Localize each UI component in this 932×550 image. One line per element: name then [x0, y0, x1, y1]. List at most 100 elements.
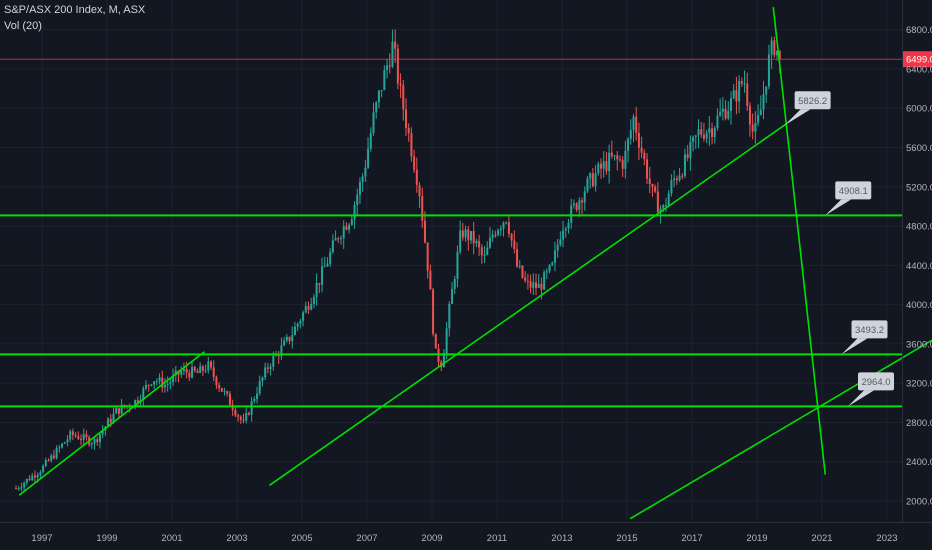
- candle-body: [47, 460, 50, 462]
- candle-body: [212, 367, 215, 377]
- y-tick-label: 2800.0: [906, 418, 932, 429]
- candle-body: [773, 40, 776, 56]
- candle-body: [42, 465, 45, 473]
- candle-body: [551, 262, 554, 266]
- candle-body: [182, 368, 185, 372]
- candle-body: [293, 326, 296, 336]
- candles: [15, 29, 781, 492]
- chart-title: S&P/ASX 200 Index, M, ASX: [4, 4, 146, 16]
- candle-body: [223, 391, 226, 393]
- candle-body: [767, 54, 770, 87]
- callout-label: 4908.1: [839, 186, 868, 197]
- candle-body: [713, 127, 716, 137]
- candle-body: [667, 193, 670, 206]
- trend-line[interactable]: [269, 123, 787, 486]
- candle-body: [670, 180, 673, 194]
- candle-body: [402, 85, 405, 110]
- x-axis[interactable]: 1997 1999 2001 2003 2005 2007 2009 2011 2013 2015…: [0, 522, 932, 545]
- candle-body: [608, 152, 611, 172]
- candle-body: [134, 400, 137, 407]
- candle-body: [635, 116, 638, 134]
- candle-body: [193, 367, 196, 371]
- trend-line[interactable]: [629, 338, 932, 520]
- candle-body: [180, 371, 183, 375]
- candle-body: [69, 431, 72, 440]
- candle-body: [391, 41, 394, 67]
- candle-body: [562, 230, 565, 240]
- x-tick-label: 2017: [681, 533, 702, 544]
- trend-line[interactable]: [18, 351, 205, 496]
- candle-body: [358, 181, 361, 195]
- x-tick-label: 1999: [96, 533, 117, 544]
- candle-body: [491, 234, 494, 238]
- candle-body: [331, 240, 334, 253]
- candle-body: [415, 169, 418, 185]
- candle-body: [480, 247, 483, 256]
- candle-body: [494, 234, 497, 236]
- callout-box[interactable]: [794, 91, 831, 110]
- candle-body: [310, 303, 313, 310]
- candle-body: [269, 366, 272, 369]
- candle-body: [112, 413, 115, 423]
- candle-body: [288, 336, 291, 342]
- candle-body: [226, 391, 229, 394]
- candle-body: [237, 415, 240, 417]
- candle-body: [743, 83, 746, 85]
- annotations[interactable]: 5826.2 4908.1 3493.2 2964.0: [784, 91, 894, 407]
- candle-body: [50, 455, 53, 461]
- callout-box[interactable]: [858, 372, 894, 391]
- y-axis[interactable]: 2000.0 2400.0 2800.0 3200.0 3600.0 4000.0 4400…: [902, 0, 932, 522]
- candle-body: [724, 108, 727, 119]
- candle-body: [199, 366, 202, 373]
- callout-box[interactable]: [835, 181, 872, 200]
- candle-body: [407, 127, 410, 134]
- candle-body: [516, 249, 519, 267]
- candle-body: [721, 108, 724, 112]
- candle-body: [250, 401, 253, 415]
- candle-body: [71, 431, 74, 435]
- candle-body: [80, 439, 82, 441]
- trend-lines[interactable]: [0, 6, 932, 520]
- candle-body: [643, 152, 646, 160]
- candle-body: [107, 418, 110, 427]
- candle-body: [321, 266, 324, 285]
- candle-body: [334, 238, 337, 241]
- candle-body: [52, 455, 55, 459]
- last-price-line: 6499.0: [0, 51, 932, 68]
- candle-body: [605, 161, 608, 172]
- candle-body: [17, 488, 20, 490]
- candle-body: [535, 282, 537, 288]
- candle-body: [242, 419, 245, 421]
- candle-body: [61, 443, 64, 448]
- candle-body: [98, 434, 101, 443]
- candle-body: [613, 155, 616, 157]
- candle-body: [196, 370, 199, 373]
- callout-pointer: [784, 109, 811, 126]
- candle-body: [448, 303, 451, 329]
- candle-body: [746, 83, 749, 106]
- candle-body: [678, 175, 681, 181]
- candle-body: [548, 265, 551, 272]
- trend-line[interactable]: [772, 6, 827, 475]
- candle-body: [681, 175, 684, 177]
- candle-body: [697, 129, 700, 136]
- candle-body: [475, 240, 478, 244]
- candle-body: [757, 115, 760, 123]
- candle-body: [375, 102, 378, 113]
- candle-body: [204, 370, 207, 372]
- candle-body: [147, 384, 150, 386]
- candle-body: [90, 443, 93, 445]
- candle-body: [312, 297, 315, 304]
- candle-body: [55, 448, 58, 459]
- callout-box[interactable]: [851, 320, 888, 339]
- candle-body: [302, 312, 305, 321]
- candle-body: [33, 475, 36, 478]
- candle-body: [155, 381, 158, 383]
- y-tick-label: 3600.0: [906, 339, 932, 350]
- candle-body: [754, 122, 757, 132]
- candle-body: [770, 40, 773, 55]
- candle-body: [247, 413, 250, 415]
- candle-body: [732, 90, 735, 99]
